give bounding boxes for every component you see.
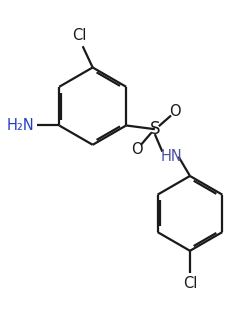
Text: O: O bbox=[168, 104, 180, 119]
Text: HN: HN bbox=[161, 149, 182, 164]
Text: H₂N: H₂N bbox=[7, 118, 34, 133]
Text: Cl: Cl bbox=[182, 276, 196, 291]
Text: Cl: Cl bbox=[72, 28, 86, 43]
Text: O: O bbox=[131, 142, 143, 157]
Text: S: S bbox=[149, 120, 160, 138]
